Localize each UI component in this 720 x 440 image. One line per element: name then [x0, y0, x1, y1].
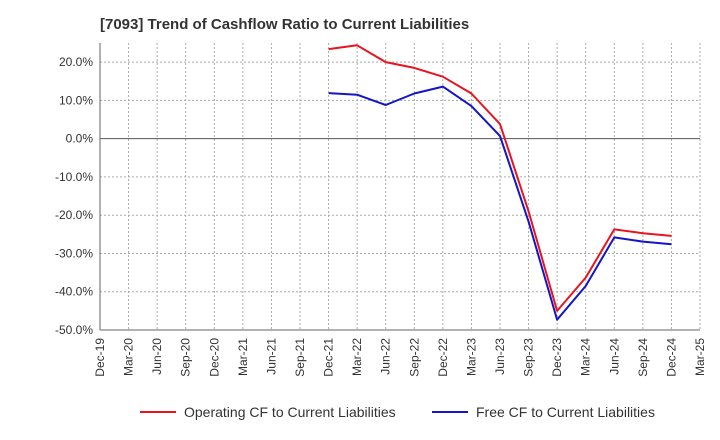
y-tick-label: 10.0% — [59, 93, 93, 107]
y-tick-label: -30.0% — [55, 246, 93, 260]
grid-layer — [99, 43, 701, 331]
legend-swatch-operating — [140, 411, 176, 413]
x-tick-label: Jun-21 — [264, 338, 278, 375]
x-tick-label: Sep-21 — [293, 338, 307, 377]
x-tick-label: Sep-20 — [179, 338, 193, 377]
x-tick-label: Jun-24 — [607, 338, 621, 375]
y-tick-label: 0.0% — [66, 132, 94, 146]
x-tick-label: Mar-25 — [693, 338, 707, 376]
x-tick-label: Sep-23 — [522, 338, 536, 377]
x-tick-label: Dec-20 — [207, 338, 221, 377]
x-tick-label: Jun-23 — [493, 338, 507, 375]
legend-item-operating: Operating CF to Current Liabilities — [140, 404, 396, 420]
y-tick-label: 20.0% — [59, 55, 93, 69]
x-tick-label: Dec-19 — [93, 338, 107, 377]
series-line-free-cf — [328, 85, 672, 321]
x-tick-label: Sep-22 — [407, 338, 421, 377]
y-tick-label: -50.0% — [55, 323, 93, 337]
x-tick-label: Mar-23 — [464, 338, 478, 376]
legend-label-free: Free CF to Current Liabilities — [476, 404, 655, 420]
x-tick-label: Dec-21 — [322, 338, 336, 377]
x-tick-label: Mar-20 — [122, 338, 136, 376]
x-tick-label: Mar-24 — [579, 338, 593, 376]
x-tick-label: Mar-22 — [350, 338, 364, 376]
tick-label-layer: 20.0% 10.0% 0.0% -10.0% -20.0% -30.0% -40.0% -5… — [55, 55, 707, 377]
legend: Operating CF to Current Liabilities Free… — [0, 404, 720, 426]
x-tick-label: Mar-21 — [236, 338, 250, 376]
legend-label-operating: Operating CF to Current Liabilities — [184, 404, 396, 420]
x-tick-label: Jun-20 — [150, 338, 164, 375]
legend-swatch-free — [432, 411, 468, 413]
x-tick-label: Sep-24 — [636, 338, 650, 377]
y-tick-label: -40.0% — [55, 285, 93, 299]
x-tick-label: Dec-22 — [436, 338, 450, 377]
x-tick-label: Jun-22 — [379, 338, 393, 375]
axis-layer — [99, 43, 700, 331]
x-tick-label: Dec-23 — [550, 338, 564, 377]
x-tick-label: Dec-24 — [664, 338, 678, 377]
series-layer — [328, 44, 672, 321]
legend-item-free: Free CF to Current Liabilities — [432, 404, 655, 420]
y-tick-label: -20.0% — [55, 208, 93, 222]
y-tick-label: -10.0% — [55, 170, 93, 184]
chart-title: [7093] Trend of Cashflow Ratio to Curren… — [100, 16, 470, 33]
series-line-operating-cf — [328, 44, 672, 312]
